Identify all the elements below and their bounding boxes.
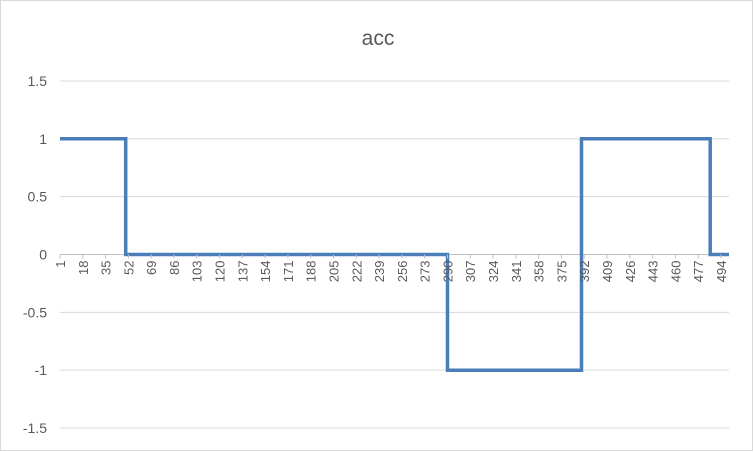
series-line [60,137,729,372]
y-tick-label: 1 [39,131,47,147]
x-tick-label: 324 [486,260,501,282]
x-tick-label: 290 [440,261,455,283]
x-tick-label: 273 [418,261,433,283]
x-tick-label: 256 [395,261,410,283]
x-tick-label: 375 [554,261,569,283]
y-tick-labels: 1.5 1 0.5 0 -0.5 -1 -1.5 [23,73,47,436]
x-tick-label: 460 [668,261,683,283]
x-tick-label: 171 [281,261,296,283]
x-tick-label: 358 [532,261,547,283]
y-tick-label: 1.5 [28,73,48,89]
x-tick-label: 205 [326,261,341,283]
x-tick-label: 154 [258,261,273,283]
y-tick-label: -1 [35,362,48,378]
x-tick-label: 52 [121,261,136,275]
y-tick-label: -0.5 [23,304,47,320]
x-tick-labels: 1 18 35 52 69 86 103 120 137 154 171 188 205 222 239 25… [53,254,729,283]
plot-area [60,137,729,372]
x-tick-label: 341 [509,261,524,283]
x-tick-label: 477 [691,261,706,283]
y-tick-label: -1.5 [23,420,47,436]
x-tick-label: 222 [349,261,364,283]
x-tick-label: 188 [304,261,319,283]
chart-title: acc [362,27,395,50]
y-tick-label: 0.5 [28,189,48,205]
x-tick-label: 18 [76,261,91,275]
x-tick-label: 307 [463,261,478,283]
x-tick-label: 426 [623,261,638,283]
x-tick-label: 409 [600,261,615,283]
x-tick-label: 69 [144,261,159,275]
x-tick-label: 103 [190,261,205,283]
x-tick-label: 239 [372,261,387,283]
x-tick-label: 35 [99,261,114,275]
x-tick-label: 494 [714,261,729,283]
x-tick-label: 443 [646,261,661,283]
y-tick-label: 0 [39,247,47,263]
x-tick-label: 1 [53,261,68,268]
x-tick-label: 86 [167,261,182,275]
x-tick-label: 392 [577,261,592,283]
x-tick-label: 120 [213,261,228,283]
x-tick-label: 137 [235,261,250,283]
